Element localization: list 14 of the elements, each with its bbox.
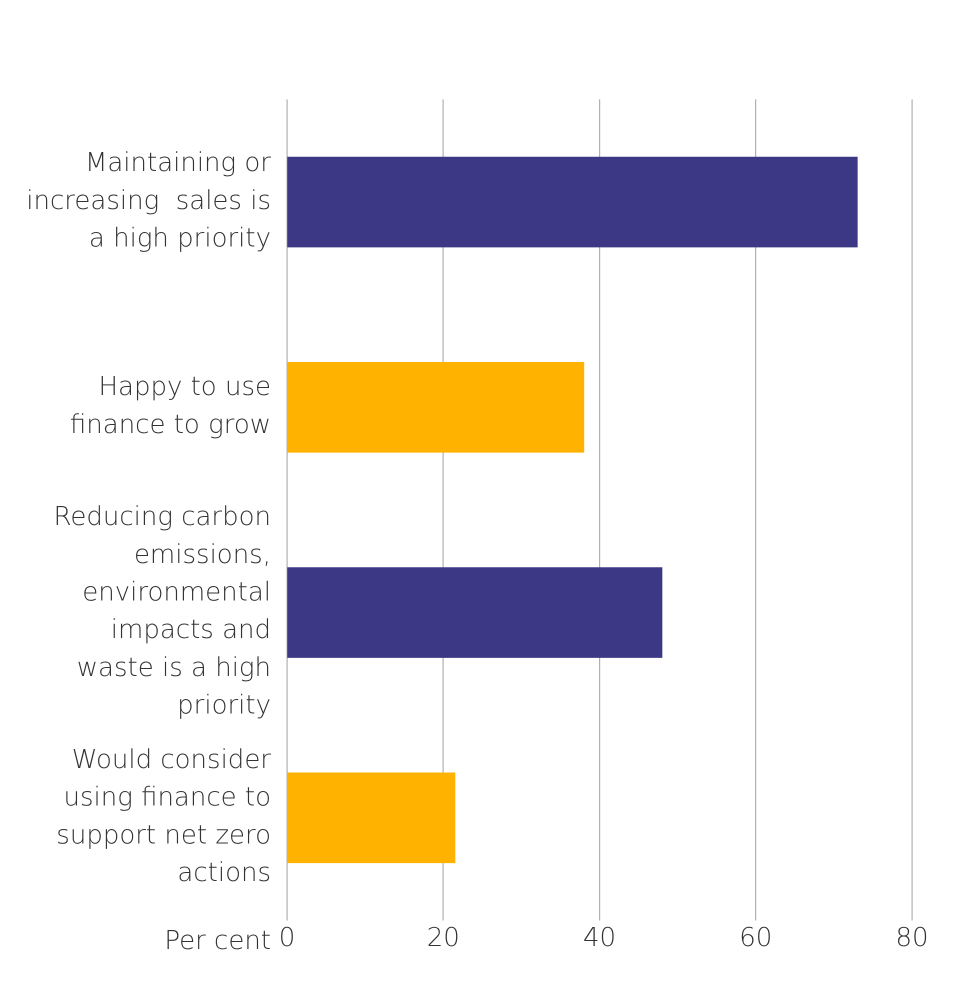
bar xyxy=(287,156,858,248)
bar xyxy=(287,772,456,864)
y-tick-label: Would consider using finance to support net zero actions xyxy=(56,745,272,888)
x-tick-label: 0 xyxy=(278,922,296,953)
bar xyxy=(287,362,584,453)
x-tick-label: 60 xyxy=(739,922,772,953)
x-axis-title: Per cent xyxy=(164,926,271,956)
bar xyxy=(287,567,662,658)
y-tick-label: Reducing carbon emissions, environmental impacts and waste is a high priority xyxy=(53,502,271,721)
y-tick-label: Maintaining or increasing sales is a high priority xyxy=(26,148,272,254)
x-tick-label: 80 xyxy=(895,922,929,953)
x-tick-label: 20 xyxy=(426,922,460,953)
x-tick-label: 40 xyxy=(582,922,616,953)
y-tick-label: Happy to use finance to grow xyxy=(70,372,271,440)
